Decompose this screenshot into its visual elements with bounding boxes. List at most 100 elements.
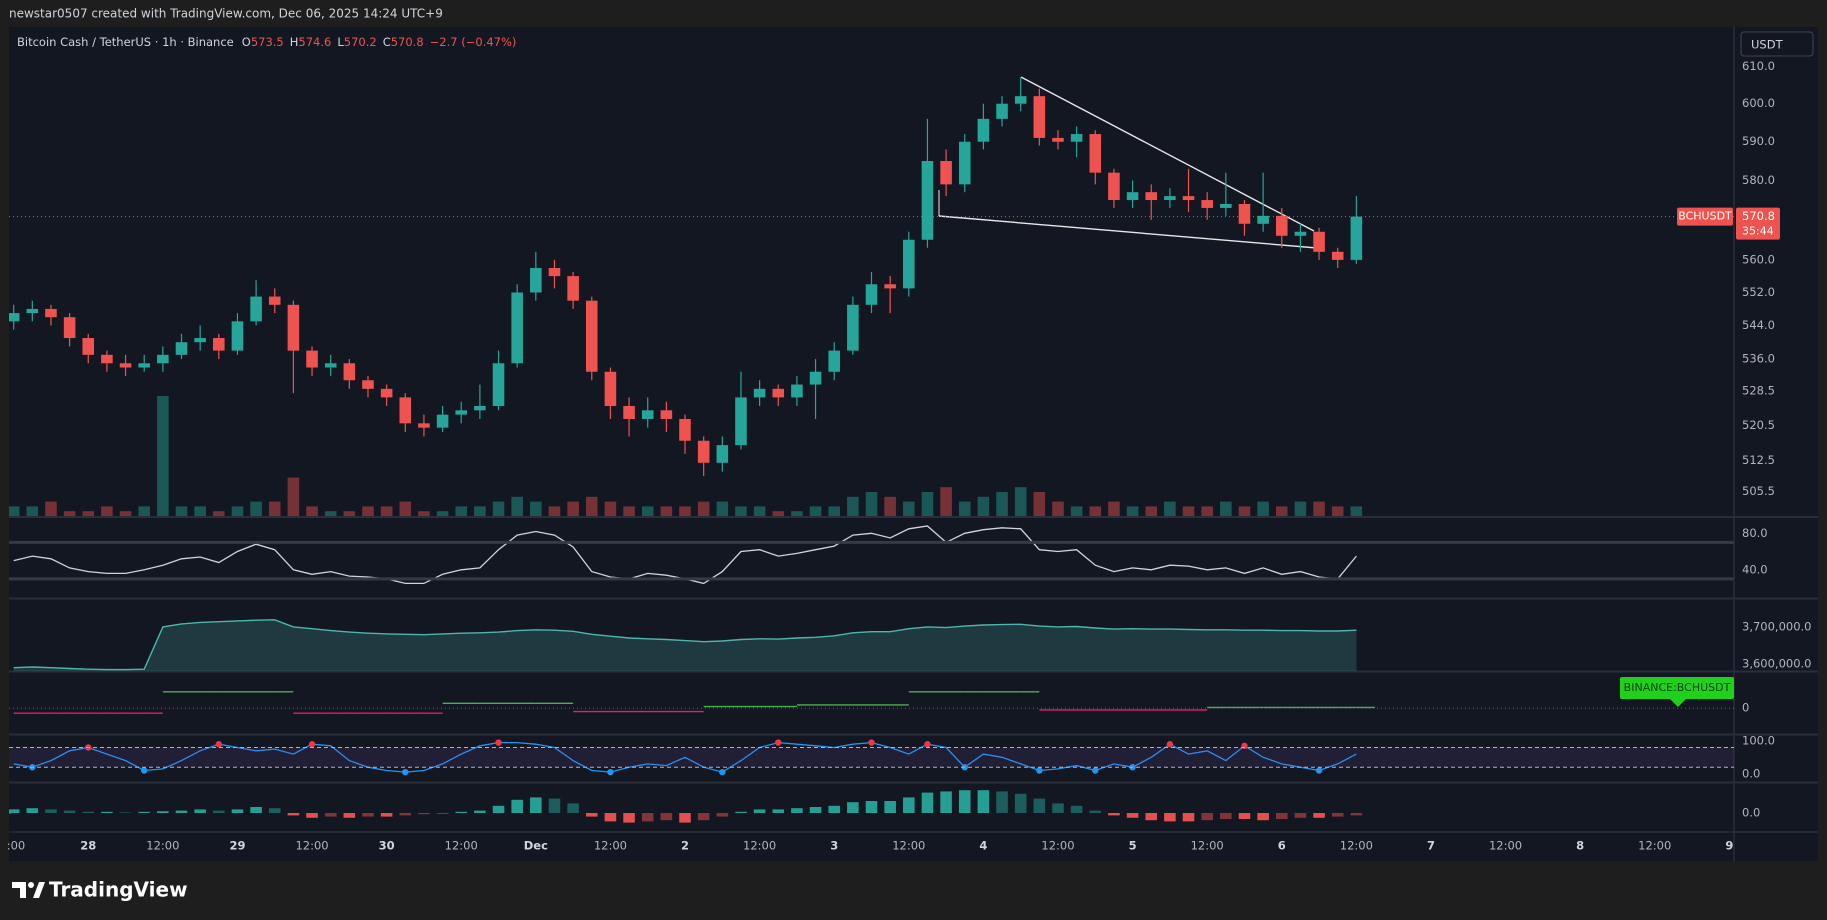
candle-body [1201, 200, 1213, 208]
histogram-bar [828, 805, 840, 813]
x-tick-label: 3 [830, 839, 838, 853]
x-tick-label: 12:00 [594, 839, 627, 853]
volume-bar [231, 506, 244, 516]
candle-body [604, 371, 617, 406]
histogram-bar [1201, 813, 1213, 821]
legend-value: 570.2 [344, 35, 377, 49]
x-tick-label: 29 [229, 839, 245, 853]
histogram-bar [697, 813, 710, 821]
volume-bar [399, 501, 412, 516]
legend-label: H [290, 35, 299, 49]
brand-name[interactable]: TradingView [49, 878, 188, 902]
histogram-bar [157, 811, 169, 813]
candle-body [26, 308, 39, 314]
compare-label: BINANCE:BCHUSDT [1624, 681, 1731, 694]
candle-body [865, 284, 878, 305]
histogram-bar [268, 808, 281, 813]
x-tick-label: 4 [979, 839, 987, 853]
volume-bar [753, 506, 766, 516]
brand[interactable]: TradingView [12, 878, 188, 902]
volume-bar [772, 511, 785, 516]
volume-bar [884, 496, 896, 516]
trend-line[interactable] [1020, 76, 1315, 232]
candle-body [1126, 192, 1139, 201]
y-tick-label: 590.0 [1742, 134, 1775, 148]
volume-bar [1275, 506, 1288, 516]
histogram-bar [1126, 813, 1139, 818]
volume-bar [1014, 487, 1027, 516]
x-tick-label: 5 [1129, 839, 1137, 853]
volume-bar [1182, 506, 1195, 516]
x-tick-label: :00 [7, 839, 26, 853]
candle-body [1164, 196, 1176, 201]
histogram-bar [1257, 813, 1269, 821]
histogram-bar [194, 809, 206, 813]
volume-bar [306, 506, 318, 516]
x-tick-label: 8 [1576, 839, 1584, 853]
candle-body [119, 363, 132, 368]
histogram-bar [492, 805, 505, 813]
histogram-bar [82, 811, 95, 813]
candle-body [231, 321, 244, 351]
candle-body [1313, 231, 1325, 252]
histogram-bar [1238, 813, 1251, 819]
candle-body [791, 384, 803, 398]
volume-bar [455, 506, 468, 516]
histogram-bar [175, 810, 188, 813]
histogram-bar [1350, 813, 1363, 816]
compare-label-arrow [1670, 699, 1686, 707]
y-tick-label: 100.0 [1742, 733, 1775, 747]
volume-bar [1145, 506, 1158, 516]
candle-body [585, 300, 598, 372]
currency[interactable]: USDT [1751, 38, 1784, 52]
histogram-bar [716, 813, 729, 817]
histogram-bar [791, 808, 803, 813]
x-tick-label: 2 [681, 839, 689, 853]
volume-bar [213, 511, 225, 516]
axes: :00 28 12:00 29 12:00 30 12:00 Dec 12:00 2 12:00 3 1… [7, 59, 1812, 853]
legend-label: L [337, 35, 344, 49]
histogram-bar [679, 813, 691, 823]
histogram-bar [530, 797, 542, 813]
histogram-bar [958, 790, 971, 813]
trend-line[interactable] [938, 215, 1318, 249]
histogram-bar [138, 811, 150, 813]
signal-dot [1092, 767, 1099, 774]
currency-button[interactable]: USDT [1740, 31, 1814, 57]
candle-body [716, 445, 729, 463]
candle-body [753, 388, 766, 398]
signal-dot [607, 768, 614, 776]
candle-body [660, 410, 673, 419]
volume-bar [157, 396, 169, 516]
logo-part [33, 882, 45, 898]
volume-bar [511, 496, 523, 516]
volume-bar [268, 501, 281, 516]
histogram-bar [753, 809, 766, 813]
legend-label: C [383, 35, 391, 49]
volume-bar [1108, 501, 1120, 516]
candle-body [399, 397, 412, 424]
histogram-bar [1220, 813, 1232, 819]
histogram-bar [641, 813, 654, 822]
candle-body [455, 410, 468, 415]
signal-dot [215, 741, 222, 748]
volume-bar [324, 511, 337, 516]
volume-bar [1052, 501, 1064, 516]
candle-body [175, 342, 188, 355]
candle-body [623, 405, 635, 419]
currency-box[interactable] [1740, 31, 1814, 57]
volume-bar [418, 511, 430, 516]
volume-bar [175, 506, 188, 516]
y-tick-label: 552.0 [1742, 285, 1775, 299]
signal-dot [924, 741, 931, 748]
volume-bar [63, 511, 76, 516]
legend-label: O [242, 35, 251, 49]
volume-bar [119, 511, 132, 516]
candle-body [250, 296, 262, 322]
volume-bar [250, 501, 262, 516]
wedge-drawing[interactable] [938, 76, 1318, 249]
x-tick-label: 12:00 [1638, 839, 1671, 853]
histogram-bar [735, 811, 747, 813]
volume-bar [1331, 506, 1344, 516]
volume-bar [1313, 501, 1325, 516]
